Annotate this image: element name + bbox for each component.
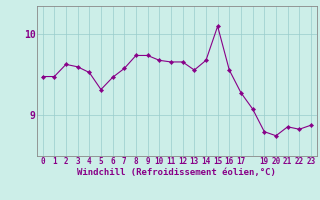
X-axis label: Windchill (Refroidissement éolien,°C): Windchill (Refroidissement éolien,°C) (77, 168, 276, 177)
